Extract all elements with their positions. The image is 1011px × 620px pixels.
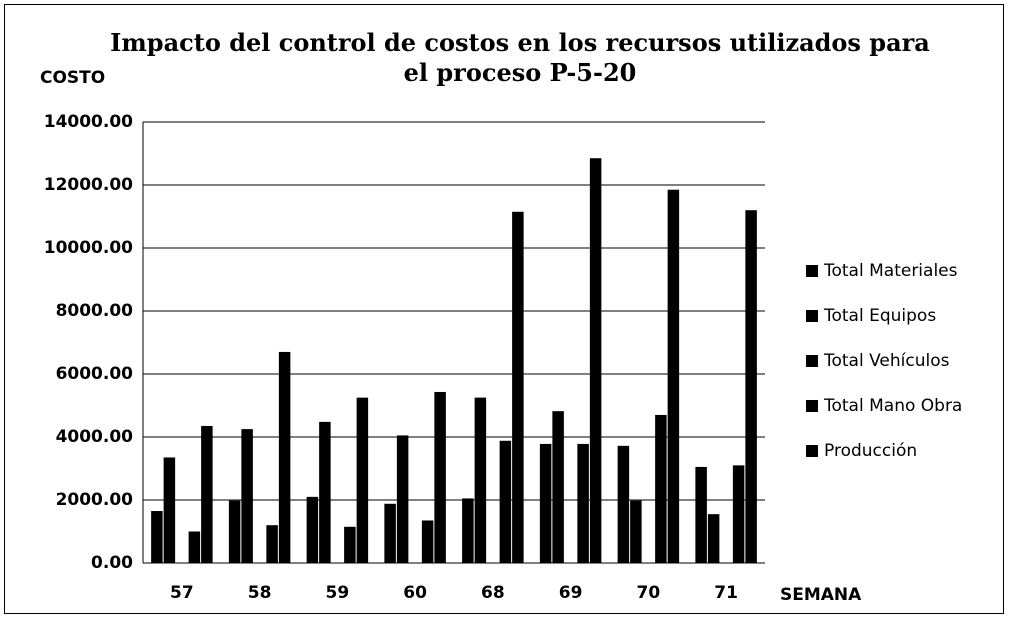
bar (163, 457, 176, 563)
y-tick-label: 2000.00 (56, 490, 134, 510)
y-tick-label: 4000.00 (56, 427, 134, 447)
bar (384, 503, 396, 563)
bar (462, 498, 474, 563)
chart-title: Impacto del control de costos en los rec… (110, 28, 930, 87)
bar (695, 466, 707, 563)
bar (499, 440, 512, 563)
y-tick-label: 12000.00 (44, 175, 133, 195)
y-tick-label: 6000.00 (56, 364, 134, 384)
bar (151, 511, 163, 563)
bar (617, 445, 630, 563)
bar (306, 496, 319, 563)
legend-swatch (806, 310, 818, 322)
bar (539, 443, 552, 563)
y-tick-label: 0.00 (91, 553, 133, 573)
x-tick-label: 60 (403, 583, 427, 603)
bar (434, 391, 446, 563)
x-tick-label: 69 (559, 583, 583, 603)
y-tick-label: 14000.00 (44, 112, 133, 132)
bar (201, 425, 213, 563)
legend-label: Total Equipos (823, 306, 936, 326)
legend-swatch (806, 445, 818, 457)
bar (421, 520, 434, 563)
bar (319, 421, 331, 563)
x-tick-label: 70 (637, 583, 661, 603)
legend-swatch (806, 265, 818, 277)
bar (344, 526, 356, 563)
y-axis-label: COSTO (40, 68, 105, 88)
bar (241, 429, 253, 563)
bar (577, 443, 589, 563)
bar (512, 211, 524, 563)
bar (630, 500, 642, 563)
legend-label: Total Mano Obra (823, 396, 962, 416)
x-tick-label: 68 (481, 583, 505, 603)
bar (266, 525, 278, 563)
bar (188, 531, 201, 563)
bar (732, 465, 745, 563)
x-tick-label: 57 (170, 583, 194, 603)
bar (589, 158, 602, 563)
x-tick-label: 71 (714, 583, 738, 603)
bar (278, 351, 291, 563)
bar (474, 397, 487, 563)
x-tick-label: 58 (248, 583, 272, 603)
legend-label: Total Vehículos (823, 351, 950, 371)
bar (396, 435, 409, 563)
chart-frame (4, 4, 1004, 614)
bar (356, 397, 369, 563)
bar (745, 210, 757, 563)
x-axis-label: SEMANA (780, 585, 862, 605)
legend-swatch (806, 400, 818, 412)
legend-swatch (806, 355, 818, 367)
y-tick-label: 8000.00 (56, 301, 134, 321)
y-tick-label: 10000.00 (44, 238, 133, 258)
bar (228, 500, 241, 563)
bar (667, 189, 680, 563)
legend-label: Producción (824, 441, 917, 461)
legend-label: Total Materiales (823, 261, 958, 281)
bar (707, 514, 720, 563)
bar (655, 414, 667, 563)
x-tick-label: 59 (326, 583, 350, 603)
bar (552, 411, 564, 563)
